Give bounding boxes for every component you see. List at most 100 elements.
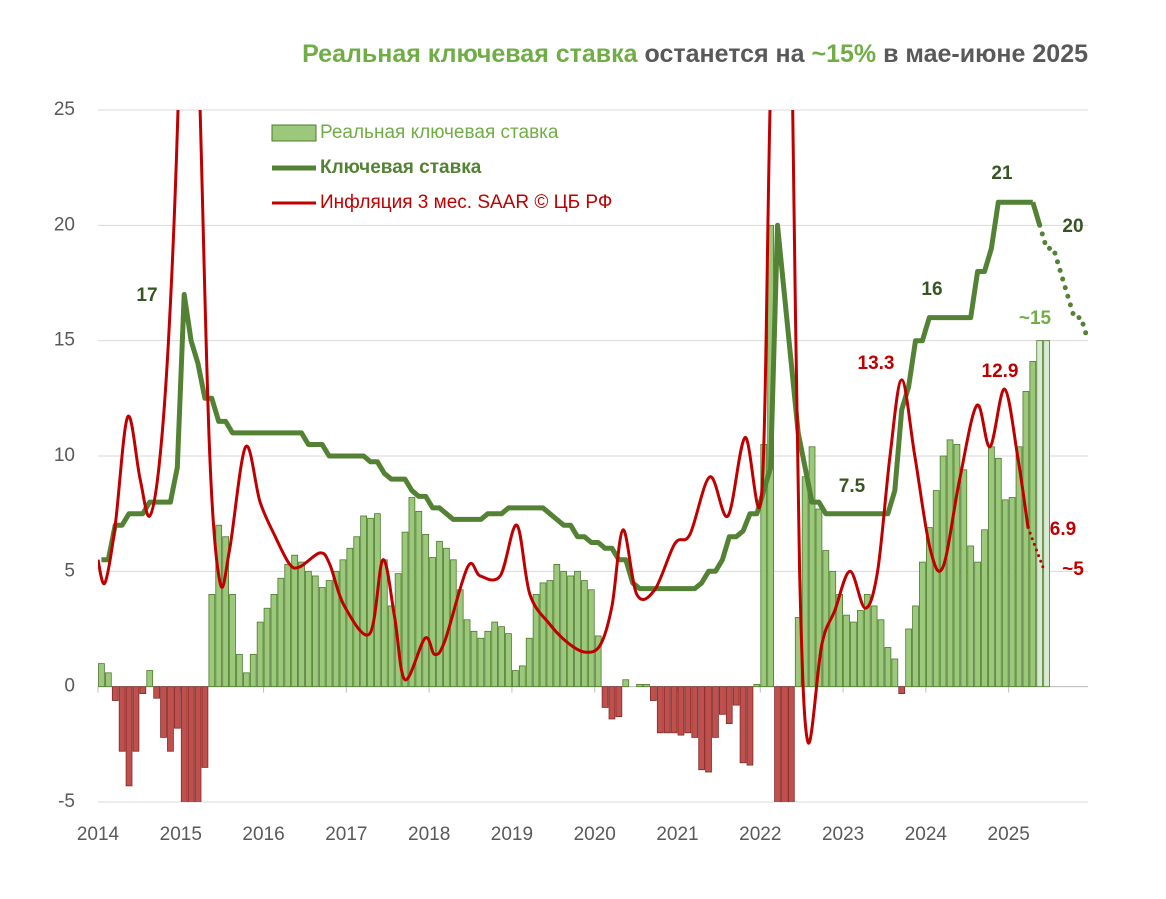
- bar: [298, 561, 305, 688]
- key-rate-link: [1030, 201, 1043, 227]
- bar: [567, 575, 574, 688]
- bar: [249, 653, 257, 688]
- annotation: 6.9: [1050, 519, 1076, 540]
- bar: [905, 628, 912, 688]
- x-tick-label: 2014: [77, 824, 120, 845]
- bar: [863, 594, 871, 688]
- annotation: 13.3: [858, 353, 895, 374]
- annotation: 16: [921, 279, 942, 300]
- annotation: 20: [1062, 216, 1083, 237]
- bar: [1036, 340, 1044, 688]
- bar: [236, 653, 243, 688]
- bar: [401, 531, 409, 688]
- bar: [325, 580, 333, 688]
- y-tick-label: 20: [54, 214, 75, 235]
- bar: [622, 679, 630, 688]
- bar: [870, 605, 878, 688]
- bar: [1015, 446, 1023, 688]
- inflation-line: [98, 110, 1030, 745]
- bar: [815, 508, 823, 688]
- bar: [291, 554, 298, 688]
- bar: [670, 686, 678, 734]
- legend-label: Реальная ключевая ставка: [320, 122, 559, 143]
- legend-swatch: [271, 124, 317, 142]
- bar: [470, 630, 478, 688]
- bar: [898, 686, 906, 694]
- bar: [967, 545, 975, 688]
- key-rate-forecast: [1037, 222, 1088, 344]
- plot-area: [98, 110, 1088, 802]
- bar: [891, 658, 899, 688]
- bar: [774, 686, 781, 802]
- bar: [194, 686, 202, 802]
- bar: [719, 686, 726, 715]
- bar: [477, 637, 485, 688]
- bar: [960, 469, 968, 688]
- bar: [1001, 499, 1009, 688]
- bar: [332, 570, 340, 688]
- bar: [360, 515, 367, 688]
- bar: [725, 686, 733, 724]
- bar: [574, 570, 581, 688]
- bar: [594, 635, 602, 688]
- bar: [712, 686, 719, 738]
- bar: [498, 626, 505, 688]
- bar: [650, 686, 657, 701]
- key-rate-line: [101, 199, 1033, 592]
- bar: [208, 594, 216, 688]
- bar: [443, 547, 450, 688]
- bar: [539, 582, 547, 688]
- y-tick-label: 15: [54, 330, 75, 351]
- bar: [422, 534, 430, 688]
- bar: [139, 686, 147, 694]
- bar: [132, 686, 140, 752]
- bar: [215, 524, 223, 688]
- bar: [173, 686, 181, 729]
- annotation: ~5: [1062, 559, 1084, 580]
- bar: [187, 686, 195, 802]
- annotation: 21: [991, 163, 1013, 184]
- bar: [684, 686, 692, 734]
- bar: [884, 647, 892, 688]
- bar: [1043, 340, 1050, 688]
- y-tick-label: 0: [64, 676, 75, 697]
- bar: [180, 686, 188, 802]
- x-tick-label: 2016: [242, 824, 284, 845]
- bar: [974, 561, 981, 688]
- title-part: Реальная ключевая ставка: [302, 40, 639, 68]
- x-tick-label: 2015: [160, 824, 202, 845]
- y-tick-label: 25: [54, 99, 75, 120]
- bar: [111, 686, 119, 701]
- title-part: в мае-июне 2025: [876, 40, 1088, 68]
- bar: [663, 686, 671, 734]
- bar: [615, 686, 623, 718]
- title-part: останется на: [638, 40, 812, 68]
- bar: [636, 683, 643, 688]
- bar: [277, 577, 285, 688]
- bar: [429, 557, 436, 688]
- bar: [850, 621, 857, 688]
- bar: [318, 587, 326, 688]
- bar: [988, 446, 995, 688]
- bar: [877, 619, 885, 688]
- bar: [946, 439, 954, 688]
- bar: [153, 686, 160, 699]
- title-part: ~15%: [812, 40, 877, 68]
- x-tick-label: 2018: [408, 824, 450, 845]
- inflation-forecast: [1026, 526, 1046, 573]
- bar: [553, 564, 561, 688]
- bar: [546, 580, 554, 688]
- x-tick-label: 2025: [988, 824, 1030, 845]
- bar: [353, 536, 361, 688]
- x-tick-label: 2021: [656, 824, 698, 845]
- bar: [146, 670, 154, 688]
- bar: [994, 457, 1002, 688]
- bar: [456, 589, 464, 688]
- bar: [387, 605, 395, 688]
- bar: [643, 683, 650, 688]
- bar: [781, 686, 788, 802]
- bar: [380, 559, 388, 688]
- y-tick-label: -5: [58, 791, 75, 812]
- y-tick-label: 10: [54, 445, 75, 466]
- bar: [691, 686, 699, 738]
